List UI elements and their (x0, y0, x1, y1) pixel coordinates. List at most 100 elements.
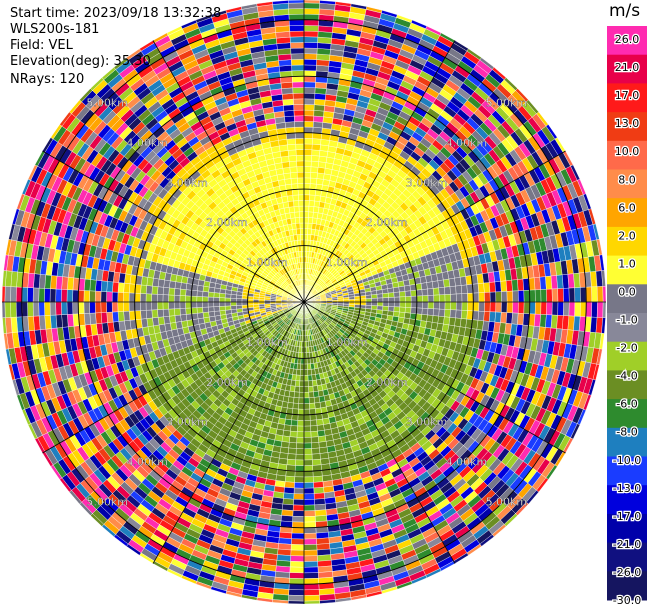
velocity-gate (484, 292, 491, 303)
velocity-gate (224, 305, 232, 311)
velocity-gate (444, 286, 451, 295)
velocity-gate (207, 291, 215, 298)
velocity-gate (162, 308, 170, 317)
velocity-gate (303, 200, 310, 207)
velocity-gate (427, 301, 435, 309)
velocity-gate (111, 301, 119, 313)
velocity-gate (303, 143, 313, 150)
velocity-gate (438, 287, 446, 296)
velocity-gate (288, 594, 305, 602)
velocity-gate (283, 424, 292, 432)
velocity-gate (316, 172, 325, 180)
velocity-gate (467, 292, 474, 303)
velocity-gate (140, 293, 147, 303)
velocity-gate (291, 527, 305, 534)
velocity-gate (432, 315, 439, 324)
velocity-gate (303, 600, 320, 605)
velocity-gate (303, 115, 314, 122)
velocity-gate (316, 178, 324, 186)
velocity-gate (303, 2, 320, 10)
velocity-gate (290, 549, 305, 557)
velocity-gate (422, 301, 429, 309)
velocity-gate (303, 92, 316, 100)
velocity-gate (308, 205, 315, 213)
velocity-gate (151, 285, 159, 295)
velocity-gate (44, 288, 51, 303)
velocity-gate (123, 301, 130, 312)
velocity-gate (247, 304, 254, 309)
velocity-gate (354, 298, 361, 303)
velocity-gate (312, 459, 322, 466)
velocity-gate (551, 288, 559, 303)
velocity-gate (303, 13, 320, 21)
velocity-gate (15, 286, 23, 303)
velocity-gate (286, 459, 296, 466)
velocity-gate (303, 566, 319, 574)
velocity-gate (303, 459, 313, 466)
velocity-gate (174, 288, 181, 296)
velocity-gate (289, 561, 305, 568)
velocity-gate (191, 307, 198, 314)
velocity-gate (1, 286, 6, 303)
velocity-gate (89, 290, 96, 303)
velocity-gate (421, 308, 429, 316)
velocity-gate (416, 301, 423, 309)
velocity-gate (580, 287, 587, 303)
velocity-gate (299, 375, 305, 382)
velocity-gate (207, 306, 215, 313)
velocity-gate (298, 403, 305, 410)
velocity-gate (348, 296, 355, 300)
velocity-gate (540, 289, 547, 303)
velocity-gate (303, 516, 316, 523)
velocity-gate (168, 308, 176, 317)
velocity-gate (296, 442, 305, 449)
velocity-gate (602, 301, 607, 318)
velocity-gate (303, 510, 316, 517)
velocity-gate (213, 301, 220, 307)
velocity-gate (426, 314, 434, 323)
velocity-gate (313, 481, 324, 489)
velocity-gate (303, 465, 314, 472)
velocity-gate (83, 313, 91, 326)
velocity-gate (303, 234, 308, 241)
velocity-gate (359, 295, 367, 300)
velocity-gate (420, 314, 428, 322)
velocity-gate (393, 291, 401, 298)
velocity-gate (32, 301, 40, 317)
velocity-gate (140, 284, 147, 294)
velocity-gate (511, 279, 519, 292)
velocity-gate (299, 369, 305, 376)
velocity-gate (303, 504, 316, 512)
velocity-gate (523, 289, 530, 303)
velocity-gate (314, 87, 327, 95)
velocity-gate (224, 301, 231, 307)
velocity-gate (311, 374, 317, 381)
velocity-gate (303, 442, 312, 449)
velocity-gate (281, 503, 294, 511)
velocity-gate (461, 284, 468, 294)
velocity-gate (219, 305, 226, 312)
velocity-gate (4, 301, 12, 318)
velocity-gate (55, 301, 62, 316)
velocity-gate (111, 291, 119, 303)
velocity-gate (294, 380, 301, 387)
velocity-gate (585, 301, 593, 318)
velocity-gate (89, 301, 96, 314)
velocity-gate (291, 414, 299, 421)
velocity-gate (290, 419, 298, 427)
velocity-gate (202, 296, 209, 303)
velocity-gate (303, 160, 312, 167)
velocity-gate (78, 301, 85, 315)
velocity-gate (303, 166, 312, 173)
velocity-gate (287, 453, 297, 461)
velocity-gate (494, 281, 502, 293)
velocity-gate (140, 301, 147, 311)
velocity-gate (303, 358, 308, 365)
velocity-gate (303, 561, 319, 568)
velocity-gate (314, 509, 327, 517)
velocity-gate (540, 301, 547, 315)
velocity-gate (303, 538, 317, 545)
velocity-gate (376, 293, 384, 299)
velocity-gate (290, 425, 298, 432)
